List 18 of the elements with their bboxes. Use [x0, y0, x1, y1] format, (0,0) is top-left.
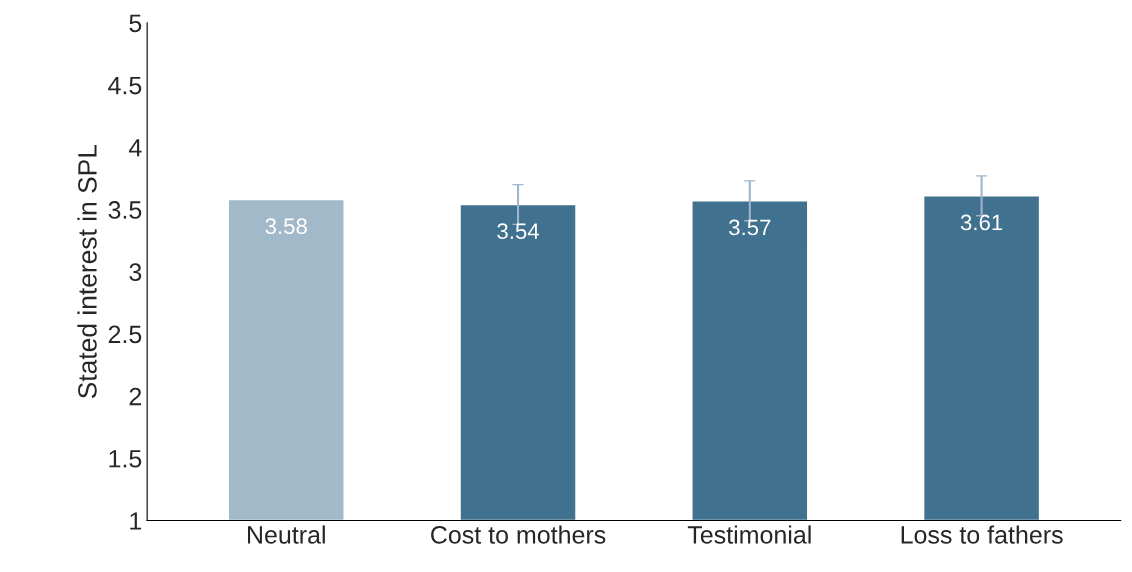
x-tick-label: Loss to fathers [901, 525, 1063, 544]
y-tick-label: 3 [129, 263, 142, 281]
data-label: 3.58 [265, 218, 307, 235]
y-tick-label: 3.5 [108, 201, 142, 219]
data-label: 3.54 [497, 223, 539, 240]
y-tick-label: 4.5 [108, 76, 142, 95]
y-tick-label: 1.5 [109, 450, 142, 468]
y-tick-label: 5 [129, 14, 142, 33]
y-tick-label: 1 [130, 512, 142, 530]
y-tick-label: 2 [129, 387, 142, 406]
y-axis-title: Stated interest in SPL [77, 144, 97, 399]
x-tick-label: Cost to mothers [431, 525, 606, 544]
y-tick-label: 4 [128, 139, 142, 157]
x-tick-label: Neutral [247, 525, 325, 544]
y-tick-label: 2.5 [108, 325, 142, 344]
data-label: 3.61 [960, 214, 1003, 231]
data-label: 3.57 [729, 219, 771, 236]
x-tick-label: Testimonial [687, 525, 811, 544]
